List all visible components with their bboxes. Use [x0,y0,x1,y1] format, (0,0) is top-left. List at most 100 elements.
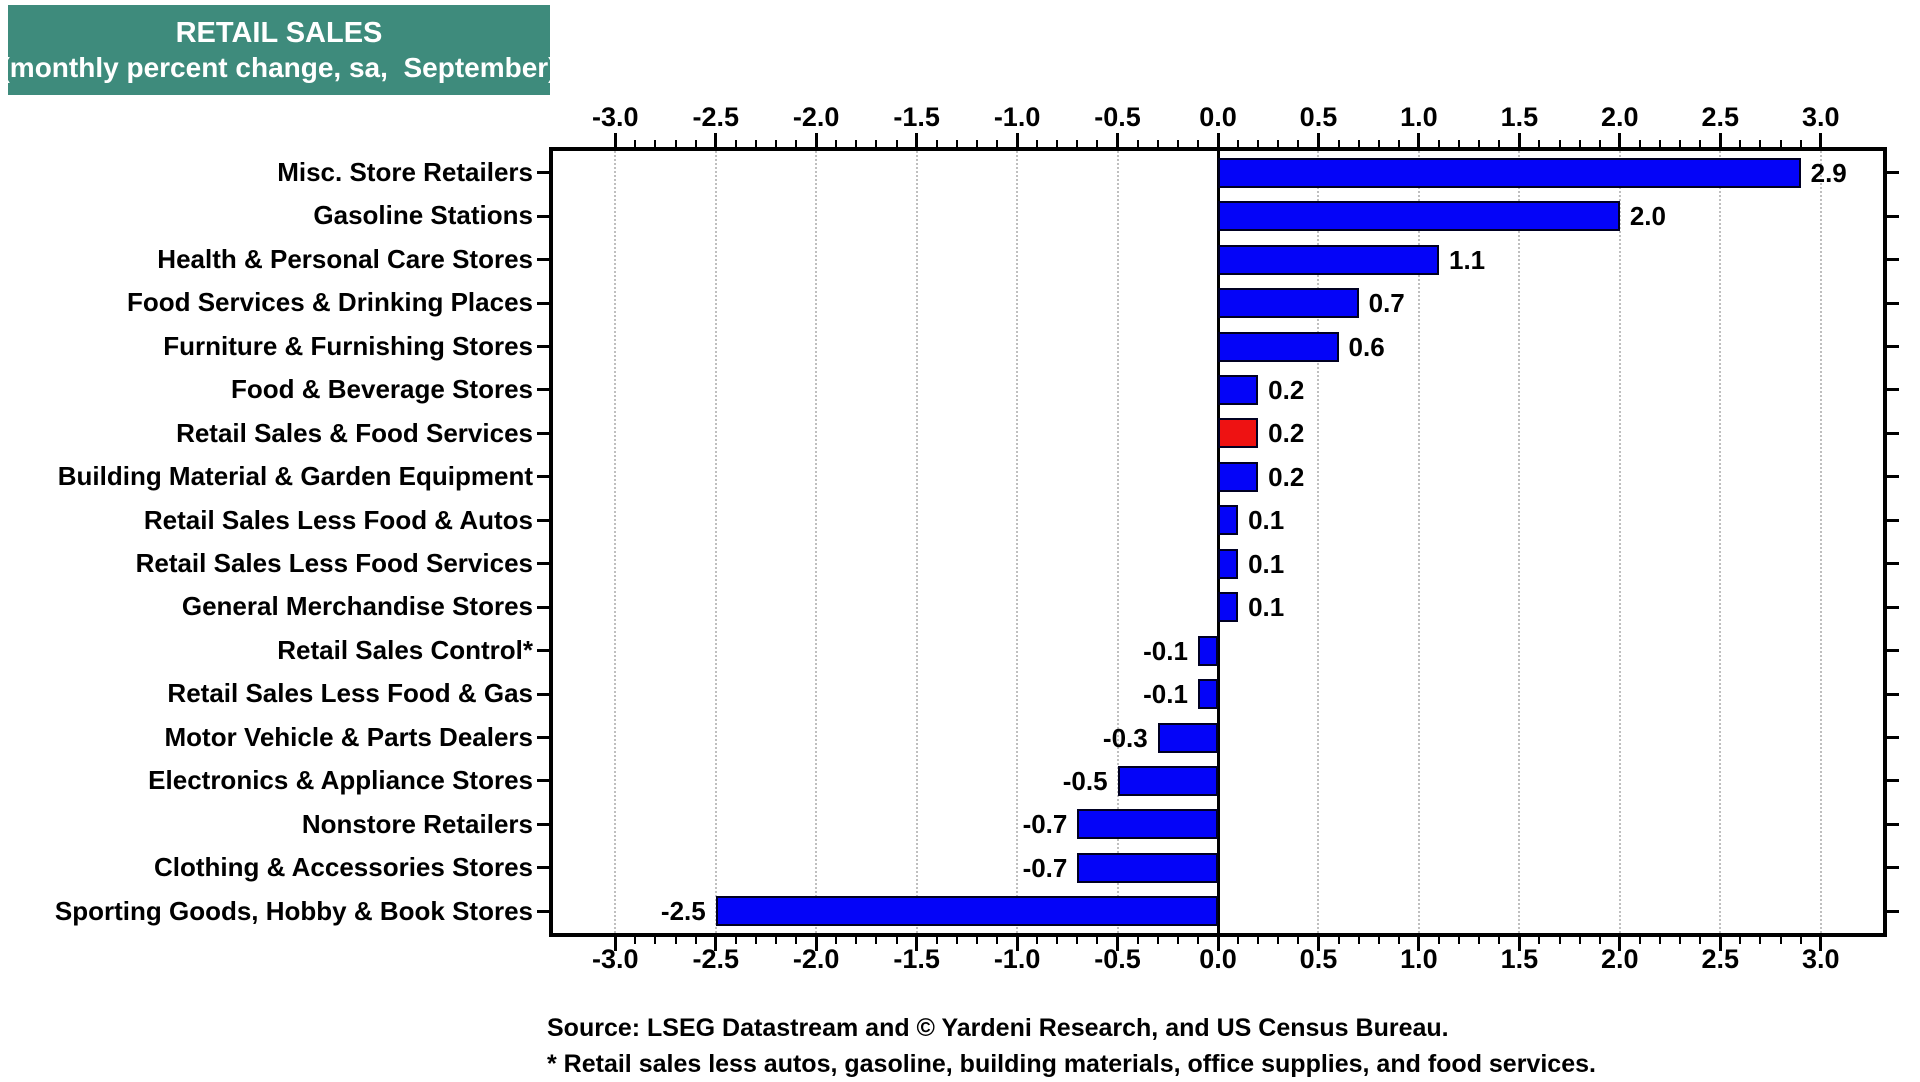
x-tick-minor [1036,140,1039,147]
x-tick-minor [1699,937,1702,944]
chart-title-box: RETAIL SALES (monthly percent change, sa… [0,5,558,95]
x-tick-minor [875,937,878,944]
x-tick-minor [1257,140,1260,147]
x-tick-major [1618,937,1622,951]
x-tick-major [814,937,818,951]
category-tick [1887,214,1899,218]
category-tick [1887,909,1899,913]
x-axis-tick-label: -0.5 [1094,102,1141,132]
bar [715,896,1218,927]
gridline [614,151,617,933]
bar [1218,548,1239,579]
category-tick [537,345,549,348]
x-tick-minor [1297,937,1300,944]
x-tick-minor [1136,937,1139,944]
gridline [1618,151,1621,933]
category-label: General Merchandise Stores [181,591,533,622]
footer: Source: LSEG Datastream and © Yardeni Re… [547,1010,1596,1082]
x-tick-minor [1397,140,1400,147]
category-label: Nonstore Retailers [301,808,533,839]
category-label: Food Services & Drinking Places [126,287,533,318]
x-tick-minor [895,937,898,944]
x-tick-major [1216,937,1220,951]
x-axis-tick-label: 2.0 [1601,102,1639,132]
x-tick-minor [734,140,737,147]
gridline [815,151,818,933]
category-tick [537,518,549,522]
x-tick-minor [1096,140,1099,147]
x-tick-minor [1598,140,1601,147]
x-tick-major [1618,133,1622,147]
x-tick-minor [855,937,858,944]
x-tick-major [714,937,718,951]
bar [1218,505,1239,536]
x-tick-minor [1176,140,1179,147]
x-tick-major [1517,937,1521,951]
x-tick-minor [835,140,838,147]
chart-subtitle: (monthly percent change, sa, September) [0,52,558,83]
bar [1218,418,1259,449]
bar-value-label: 0.1 [1248,505,1285,536]
x-tick-major [1718,937,1722,951]
category-label: Clothing & Accessories Stores [153,852,533,883]
x-tick-minor [1739,140,1742,147]
gridline [1016,151,1019,933]
x-tick-minor [1578,140,1581,147]
x-tick-minor [1679,140,1682,147]
x-tick-major [814,133,818,147]
x-tick-minor [1799,140,1802,147]
bar-value-label: 0.2 [1268,418,1305,449]
x-tick-minor [1196,140,1199,147]
x-tick-minor [1076,140,1079,147]
x-tick-minor [1237,937,1240,944]
category-tick [537,736,549,739]
x-tick-minor [795,937,798,944]
gridline [1518,151,1521,933]
category-tick [1887,258,1899,262]
x-tick-minor [975,140,978,147]
bar [1077,809,1218,840]
x-tick-minor [1277,937,1280,944]
category-tick [537,258,549,262]
gridline [1417,151,1420,933]
x-tick-major [714,133,718,147]
x-tick-minor [1377,140,1380,147]
bar [1218,461,1259,492]
x-tick-major [915,133,919,147]
x-tick-minor [1598,937,1601,944]
bar-value-label: -0.7 [1022,809,1068,840]
category-tick [537,692,549,696]
x-axis-tick-label: 3.0 [1801,102,1840,132]
x-tick-minor [1056,937,1059,944]
x-tick-minor [1337,140,1340,147]
bar [1218,288,1359,319]
category-label: Furniture & Furnishing Stores [163,330,533,361]
category-tick [537,171,549,175]
x-tick-minor [734,937,737,944]
x-tick-minor [1337,937,1340,944]
category-tick [1887,649,1899,653]
gridline [915,151,918,933]
x-tick-minor [1136,140,1139,147]
x-tick-minor [795,140,798,147]
category-label: Retail Sales Less Food Services [135,548,533,578]
x-tick-minor [875,140,878,147]
x-tick-minor [835,937,838,944]
x-tick-minor [1478,140,1481,147]
category-tick [537,866,549,870]
bar-value-label: -2.5 [660,896,706,927]
category-tick [1887,822,1899,826]
category-tick [1887,736,1899,739]
category-tick [1887,692,1899,696]
x-axis-tick-label: 0.5 [1299,102,1338,132]
x-tick-minor [1538,937,1541,944]
x-tick-minor [654,140,657,147]
x-tick-minor [1779,140,1782,147]
x-tick-minor [634,937,637,944]
bar-value-label: -0.1 [1143,679,1188,710]
category-label: Motor Vehicle & Parts Dealers [164,721,533,752]
x-tick-minor [895,140,898,147]
x-tick-minor [1759,937,1762,944]
bar-value-label: 2.0 [1629,201,1666,232]
bar-value-label: 0.7 [1368,288,1405,319]
